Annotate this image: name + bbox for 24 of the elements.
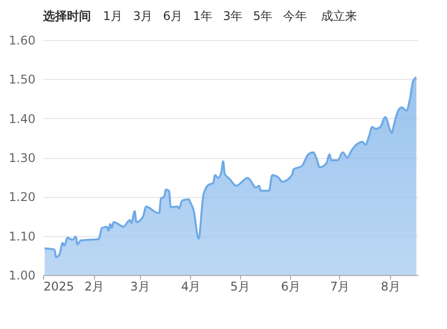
- text: 5年: [253, 9, 273, 23]
- text: 选择时间: [42, 9, 91, 23]
- x-tick-label: 2025: [44, 280, 74, 294]
- text: 3年: [223, 9, 243, 23]
- text: 1年: [193, 9, 213, 23]
- y-tick-label: 1.20: [8, 190, 36, 204]
- x-tick-label: 2月: [84, 280, 104, 294]
- y-tick-label: 1.50: [8, 72, 36, 87]
- y-tick-label: 1.00: [8, 268, 36, 282]
- x-tick-label: 7月: [330, 280, 350, 294]
- text: 今年: [283, 9, 307, 23]
- x-tick-label: 4月: [181, 280, 201, 294]
- x-tick-label: 5月: [230, 280, 250, 294]
- x-tick-label: 3月: [130, 280, 150, 294]
- y-tick-label: 1.40: [8, 112, 36, 126]
- text: 成立来: [321, 9, 357, 23]
- y-tick-label: 1.10: [8, 229, 36, 244]
- y-tick-label: 1.30: [8, 151, 36, 165]
- y-tick-label: 1.60: [8, 34, 36, 48]
- x-tick-label: 6月: [280, 280, 301, 294]
- x-tick-label: 8月: [380, 280, 400, 294]
- text: 3月: [133, 9, 153, 23]
- text: 1月: [103, 9, 123, 23]
- text: 6月: [163, 9, 183, 23]
